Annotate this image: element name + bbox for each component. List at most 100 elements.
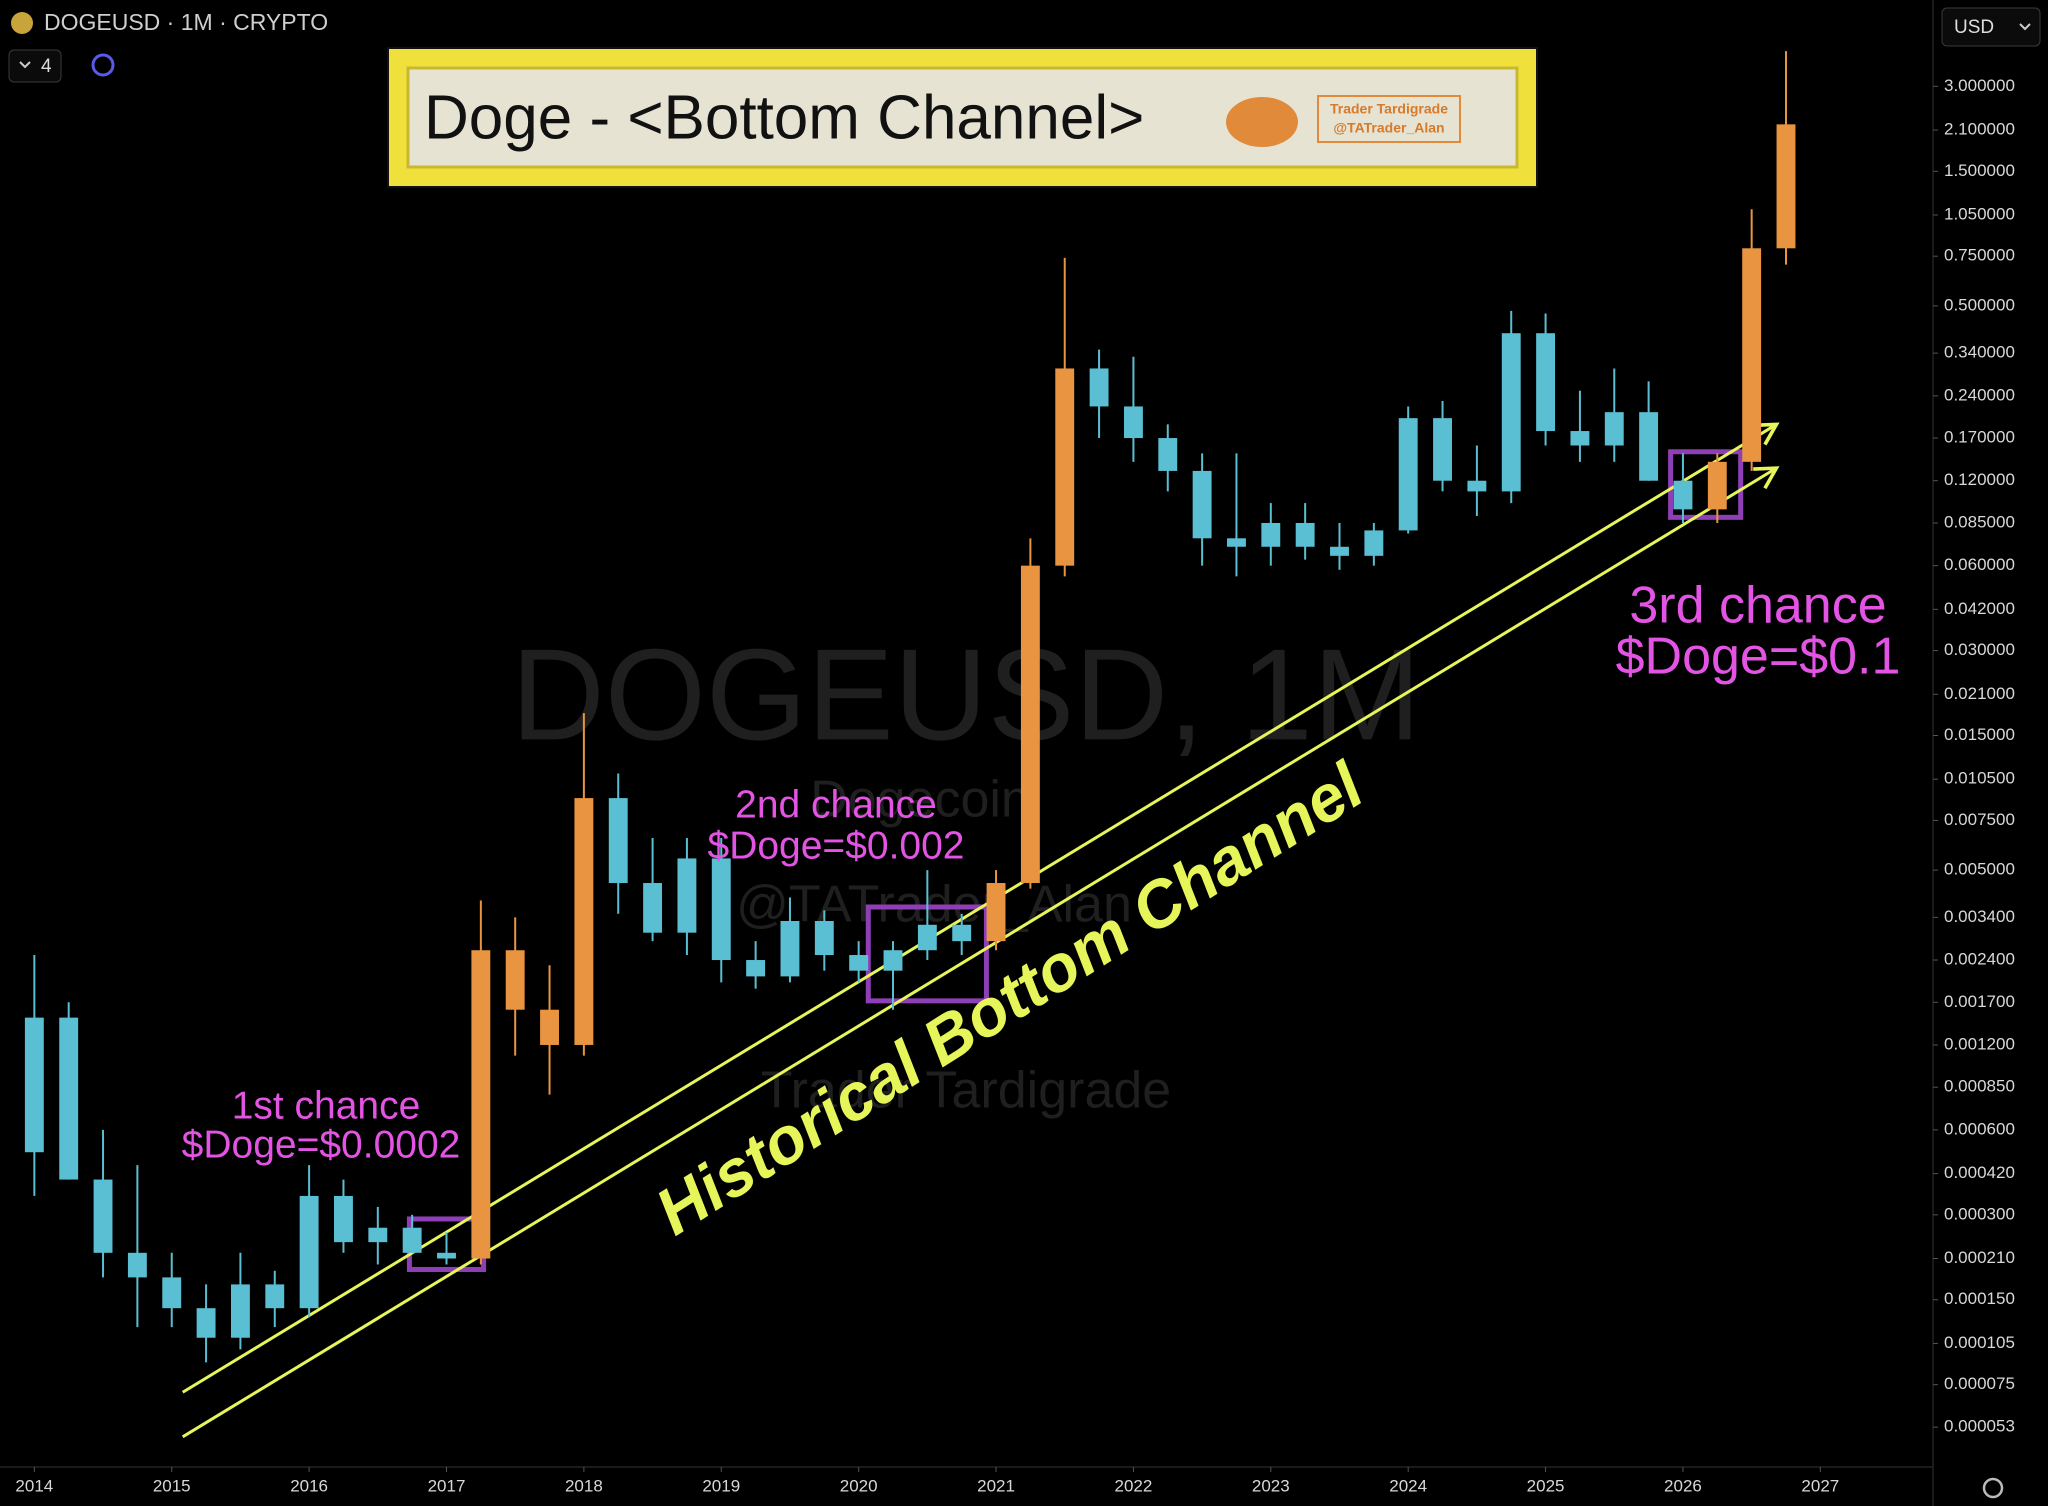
watermark-brand: Trader Tardigrade <box>761 1062 1171 1120</box>
candle <box>849 941 869 983</box>
symbol-icon <box>11 12 33 34</box>
brand-logo <box>1226 97 1298 147</box>
candle-body <box>780 921 800 977</box>
candle <box>540 965 559 1095</box>
candle-body <box>986 883 1006 942</box>
x-tick-label: 2025 <box>1527 1476 1565 1495</box>
candle <box>746 941 766 989</box>
x-tick-label: 2017 <box>428 1476 466 1495</box>
indicators-count: 4 <box>41 56 52 77</box>
x-tick-label: 2014 <box>15 1476 53 1495</box>
candle <box>1398 406 1418 534</box>
candle-body <box>1742 248 1762 462</box>
y-tick-label: 0.002400 <box>1944 950 2015 969</box>
watermark: DOGEUSD, 1M Dogecoin @TATrader_Alan Trad… <box>511 621 1421 1119</box>
candle <box>643 837 663 942</box>
candle <box>24 955 44 1196</box>
candle-body <box>1055 368 1075 566</box>
candle-body <box>574 798 594 1045</box>
candle <box>1570 390 1590 462</box>
candle <box>780 897 800 983</box>
candle-body <box>952 924 972 942</box>
annotation: $Doge=$0.002 <box>708 824 965 867</box>
candle <box>677 837 697 956</box>
candle-body <box>1261 522 1281 547</box>
candle-body <box>814 921 834 956</box>
channel-line <box>181 466 1780 1439</box>
candle-body <box>1570 431 1590 446</box>
candle-body <box>883 950 903 971</box>
candle-body <box>1673 480 1693 510</box>
candle-body <box>471 950 491 1259</box>
x-tick-label: 2020 <box>840 1476 878 1495</box>
symbol: DOGEUSD · 1M · CRYPTO <box>44 9 328 35</box>
settings-icon[interactable] <box>1982 1477 2004 1499</box>
y-tick-label: 0.015000 <box>1944 725 2015 744</box>
candle-body <box>505 950 525 1010</box>
candle <box>471 900 491 1265</box>
candle-body <box>93 1179 113 1253</box>
candle <box>127 1165 147 1328</box>
x-tick-label: 2022 <box>1115 1476 1153 1495</box>
candle <box>1707 453 1727 523</box>
annotation: 3rd chance <box>1629 577 1886 635</box>
currency-button[interactable] <box>1941 7 2041 47</box>
candle-body <box>1192 470 1212 539</box>
candle <box>1055 257 1075 577</box>
candle-body <box>368 1227 388 1243</box>
candle <box>1330 522 1349 570</box>
chevron-icon <box>19 61 31 69</box>
y-tick-label: 0.750000 <box>1944 246 2015 265</box>
y-tick-label: 0.030000 <box>1944 640 2015 659</box>
y-tick-label: 0.340000 <box>1944 343 2015 362</box>
candle-body <box>334 1195 353 1243</box>
annotation: 2nd chance <box>735 783 937 826</box>
currency: USD <box>1954 17 1994 38</box>
y-tick-label: 0.021000 <box>1944 684 2015 703</box>
candle-body <box>1501 333 1521 492</box>
x-tick-label: 2023 <box>1252 1476 1290 1495</box>
candle <box>1742 209 1762 471</box>
candle-body <box>917 924 937 951</box>
indicators-button[interactable] <box>8 49 62 83</box>
candle-body <box>127 1252 147 1278</box>
candle <box>1467 445 1487 516</box>
candle-body <box>540 1009 559 1045</box>
plot <box>24 51 1796 1439</box>
candle-body <box>24 1017 44 1153</box>
candle <box>230 1252 250 1350</box>
y-tick-label: 0.000210 <box>1944 1248 2015 1267</box>
candle-body <box>1330 546 1349 556</box>
refresh-icon[interactable] <box>91 53 115 77</box>
y-tick-label: 0.000105 <box>1944 1333 2015 1352</box>
channel-line <box>181 422 1780 1394</box>
candle <box>883 941 903 1010</box>
x-tick-label: 2027 <box>1801 1476 1839 1495</box>
watermark-symbol: DOGEUSD, 1M <box>511 621 1421 767</box>
candle-body <box>1398 418 1418 531</box>
y-tick-label: 0.003400 <box>1944 907 2015 926</box>
y-tick-label: 0.000420 <box>1944 1163 2015 1182</box>
candle-body <box>1089 368 1109 407</box>
y-tick-label: 0.010500 <box>1944 769 2015 788</box>
candle <box>1433 401 1452 492</box>
candle <box>1295 503 1315 560</box>
candle-body <box>265 1284 285 1309</box>
candle-body <box>1123 406 1143 439</box>
x-tick-label: 2019 <box>702 1476 740 1495</box>
y-tick-label: 0.085000 <box>1944 512 2015 531</box>
y-tick-label: 0.042000 <box>1944 599 2015 618</box>
candle <box>952 913 972 956</box>
candle-body <box>1467 480 1487 492</box>
candle-body <box>402 1227 422 1253</box>
candle <box>1536 313 1556 446</box>
brand-handle: @TATrader_Alan <box>1333 120 1444 136</box>
y-tick-label: 0.170000 <box>1944 428 2015 447</box>
candle-body <box>230 1284 250 1338</box>
candle-body <box>1158 438 1178 471</box>
title-panel <box>406 66 1519 169</box>
x-tick-label: 2024 <box>1389 1476 1427 1495</box>
candle <box>1364 522 1384 566</box>
candle-body <box>196 1308 216 1338</box>
axes: 3.000000 2.100000 1.500000 1.050000 0.750000… <box>15 76 2014 1496</box>
